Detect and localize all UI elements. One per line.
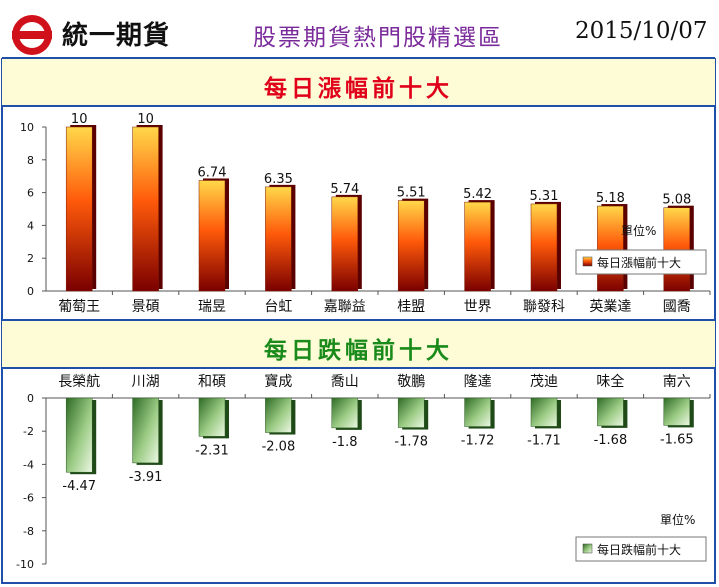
data-label: 10: [137, 112, 154, 127]
category-label: 桂盟: [397, 299, 425, 315]
data-label: -4.47: [62, 479, 96, 494]
category-label: 和碩: [198, 374, 226, 390]
data-label: -1.78: [394, 435, 428, 450]
bar: [331, 196, 359, 292]
y-tick-label: 8: [27, 154, 34, 167]
data-label: -1.68: [594, 433, 628, 448]
bar: [597, 205, 624, 292]
bar: [65, 397, 93, 473]
y-tick-label: 0: [27, 285, 34, 298]
y-tick-label: 0: [27, 392, 34, 405]
bar: [65, 126, 93, 292]
category-label: 味全: [596, 373, 624, 390]
category-label: 嘉聯益: [324, 299, 366, 315]
header: 統一期貨 股票期貨熱門股精選區 2015/10/07: [0, 0, 719, 58]
legend: [575, 536, 707, 562]
category-label: 長榮航: [58, 374, 100, 390]
report-date: 2015/10/07: [575, 18, 708, 44]
data-label: 5.08: [662, 193, 691, 208]
bar: [265, 397, 292, 433]
data-label: 5.42: [463, 187, 492, 202]
losers-chart: 0 -2 -4 -6 -8 -10 -4.47 長榮航 -3.91 川湖 -2.31 和碩 -2.08 寶…: [16, 373, 711, 571]
legend: [575, 249, 707, 275]
category-label: 川湖: [132, 374, 160, 390]
bar: [663, 207, 691, 292]
data-label: -2.31: [195, 443, 229, 458]
legend-label: 每日漲幅前十大: [597, 255, 681, 270]
zone-title: 股票期貨熱門股精選區: [253, 25, 503, 51]
data-label: 6.74: [198, 165, 227, 180]
losers-title: 每日跌幅前十大: [264, 337, 453, 364]
data-label: 5.74: [330, 182, 359, 197]
category-label: 南六: [663, 374, 691, 390]
legend-swatch: [582, 543, 593, 554]
bar: [132, 397, 159, 464]
gainers-title-band: 每日漲幅前十大: [2, 57, 715, 107]
category-label: 茂迪: [530, 373, 558, 390]
category-label: 聯發科: [523, 299, 565, 315]
category-label: 葡萄王: [58, 299, 100, 315]
y-tick-label: 10: [20, 121, 34, 134]
bar: [530, 397, 558, 427]
y-tick-label: -6: [23, 492, 34, 505]
y-tick-label: -4: [23, 458, 34, 471]
y-tick-label: 4: [27, 219, 34, 232]
data-label: -1.72: [461, 434, 495, 449]
y-tick-label: -2: [23, 425, 34, 438]
data-label: 5.31: [530, 189, 559, 204]
category-label: 台虹: [264, 299, 292, 315]
category-label: 國喬: [663, 299, 691, 315]
category-label: 喬山: [331, 374, 359, 390]
category-label: 隆達: [464, 374, 492, 390]
bar: [663, 397, 691, 426]
bar: [464, 201, 491, 292]
y-tick-label: 2: [27, 252, 34, 265]
unit-label: 單位%: [621, 223, 656, 238]
unit-label: 單位%: [660, 512, 695, 527]
category-label: 英業達: [589, 298, 631, 315]
company-logo-icon: [12, 15, 52, 55]
bar: [265, 186, 292, 292]
bar: [397, 397, 425, 428]
data-label: -1.71: [527, 433, 561, 448]
losers-title-band: 每日跌幅前十大: [2, 319, 715, 369]
data-label: 5.51: [397, 186, 426, 201]
gainers-title: 每日漲幅前十大: [264, 75, 453, 102]
bar: [198, 397, 226, 437]
legend-swatch: [582, 256, 593, 267]
bar: [464, 397, 491, 427]
category-label: 寶成: [264, 374, 292, 390]
bar: [132, 126, 159, 292]
data-label: 10: [71, 112, 88, 127]
data-label: 5.18: [596, 191, 625, 206]
data-label: -1.8: [332, 435, 357, 450]
bar: [198, 180, 226, 292]
bar: [530, 203, 558, 292]
y-tick-label: -8: [23, 525, 34, 538]
bar: [331, 397, 359, 429]
brand-name: 統一期貨: [62, 21, 171, 51]
bar: [397, 200, 425, 292]
gainers-chart: 0 2 4 6 8 10 10 葡萄王 10 景碩 6.74 瑞昱 6.35 台虹 5.74 嘉聯益 5.51 桂…: [20, 112, 711, 315]
bar: [597, 397, 624, 427]
category-label: 敬鵬: [397, 374, 425, 390]
category-label: 瑞昱: [198, 299, 226, 315]
y-tick-label: 6: [27, 187, 34, 200]
data-label: 6.35: [264, 172, 293, 187]
data-label: -1.65: [660, 432, 694, 447]
data-label: -2.08: [262, 440, 296, 455]
legend-label: 每日跌幅前十大: [597, 542, 681, 557]
y-tick-label: -10: [16, 558, 34, 571]
category-label: 景碩: [132, 299, 160, 315]
category-label: 世界: [464, 299, 492, 315]
data-label: -3.91: [129, 470, 163, 485]
